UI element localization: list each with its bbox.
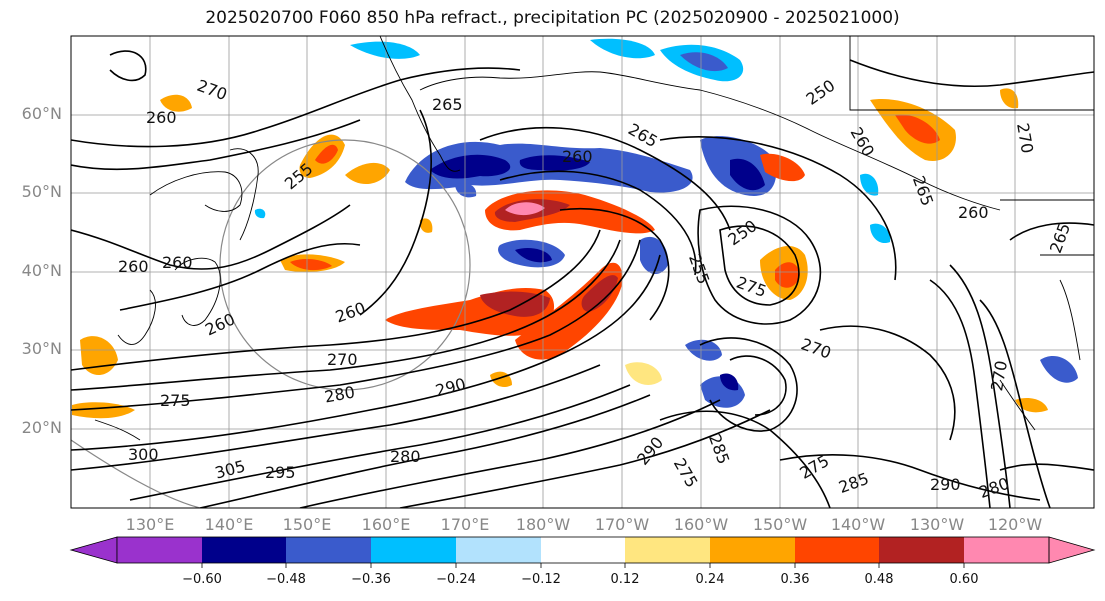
colorbar-tick-label: −0.24 bbox=[436, 572, 476, 587]
colorbar-tick-label: −0.12 bbox=[521, 572, 561, 587]
colorbar-segment bbox=[879, 537, 964, 563]
lon-label: 160°W bbox=[673, 515, 729, 534]
great-circle bbox=[219, 139, 471, 391]
colorbar-segment bbox=[371, 537, 456, 563]
contour-label: 295 bbox=[265, 463, 296, 482]
colorbar-segment bbox=[202, 537, 286, 563]
contour-label: 260 bbox=[958, 203, 989, 222]
colorbar-segment bbox=[964, 537, 1049, 563]
colorbar-tick-label: 0.60 bbox=[949, 572, 979, 587]
lon-label: 150°W bbox=[752, 515, 808, 534]
contour-label: 280 bbox=[390, 447, 421, 466]
colorbar-tick-label: 0.36 bbox=[780, 572, 810, 587]
colorbar-tick-label: −0.48 bbox=[266, 572, 306, 587]
lon-label: 170°W bbox=[594, 515, 650, 534]
colorbar-extend-high bbox=[1048, 536, 1096, 564]
lon-label: 140°W bbox=[830, 515, 886, 534]
lat-label: 40°N bbox=[21, 261, 62, 280]
contour-label: 275 bbox=[160, 391, 191, 410]
colorbar-frame bbox=[116, 536, 1050, 564]
colorbar-segment bbox=[795, 537, 879, 563]
lat-label: 20°N bbox=[21, 418, 62, 437]
contour-label: 270 bbox=[327, 350, 358, 369]
colorbar-segment bbox=[286, 537, 371, 563]
colorbar-tick-label: −0.60 bbox=[182, 572, 222, 587]
colorbar-tick-label: 0.12 bbox=[610, 572, 640, 587]
lon-label: 150°E bbox=[282, 515, 332, 534]
colorbar-segment bbox=[541, 537, 625, 563]
lon-label: 120°W bbox=[987, 515, 1043, 534]
map-content: 270 265 260 255 260 260 260 265 250 260 … bbox=[71, 36, 1094, 508]
colorbar-tick-label: 0.24 bbox=[695, 572, 725, 587]
lat-label: 30°N bbox=[21, 339, 62, 358]
colorbar-tick-label: 0.48 bbox=[864, 572, 894, 587]
coastlines bbox=[94, 36, 1094, 441]
colorbar-segment bbox=[710, 537, 795, 563]
colorbar-extend-low bbox=[69, 536, 118, 564]
colorbar-tick-label: −0.36 bbox=[351, 572, 391, 587]
great-circle-arc bbox=[71, 439, 201, 508]
contour-label: 260 bbox=[562, 147, 593, 166]
lat-label: 60°N bbox=[21, 104, 62, 123]
precip-shading bbox=[72, 38, 1078, 419]
contour-label: 260 bbox=[162, 253, 193, 272]
map-border bbox=[70, 35, 1095, 509]
chart-title: 2025020700 F060 850 hPa refract., precip… bbox=[205, 8, 900, 28]
colorbar-segment bbox=[117, 537, 202, 563]
colorbar-segment bbox=[456, 537, 541, 563]
lon-label: 170°E bbox=[440, 515, 490, 534]
contour-label: 265 bbox=[432, 95, 463, 114]
contour-label: 260 bbox=[118, 257, 149, 276]
contour-label: 300 bbox=[128, 445, 159, 464]
colorbar-segment bbox=[625, 537, 710, 563]
lon-label: 180°W bbox=[515, 515, 571, 534]
lon-label: 140°E bbox=[204, 515, 254, 534]
lat-label: 50°N bbox=[21, 182, 62, 201]
colorbar bbox=[69, 536, 1096, 568]
lon-label: 130°W bbox=[909, 515, 965, 534]
contour-label: 290 bbox=[930, 475, 961, 494]
lon-label: 160°E bbox=[361, 515, 411, 534]
refractivity-contours bbox=[71, 50, 1094, 508]
contour-label: 260 bbox=[146, 108, 177, 127]
lon-label: 130°E bbox=[125, 515, 175, 534]
